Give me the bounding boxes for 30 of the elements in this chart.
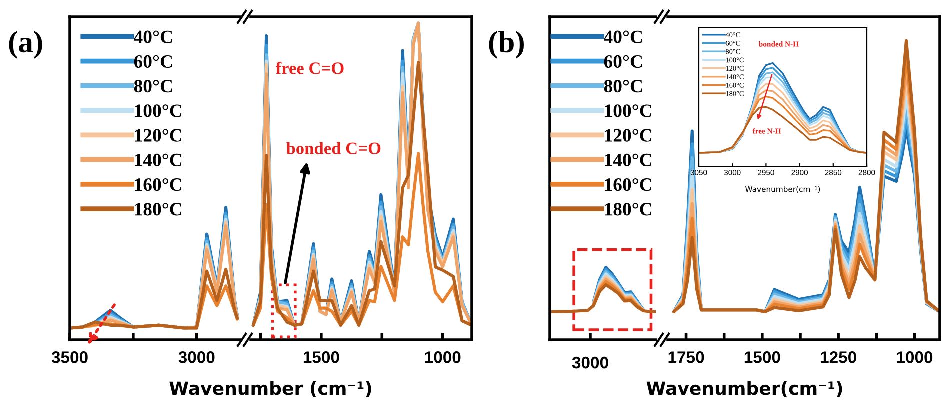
legend-label: 80°C <box>134 80 172 93</box>
x-tick-label: 1250 <box>821 352 856 364</box>
legend-label: 60°C <box>604 55 642 68</box>
legend-label: 160°C <box>605 178 652 192</box>
legend-label: 140°C <box>135 154 182 167</box>
x-tick-label: 1750 <box>668 352 704 364</box>
legend-label: 80°C <box>604 80 642 93</box>
x-tick-label: 3000 <box>178 352 215 364</box>
x-tick-label: 1500 <box>304 352 340 364</box>
annotation: bonded C=O <box>286 142 381 154</box>
legend-label: 40°C <box>134 30 172 44</box>
legend-label: 40°C <box>604 30 642 44</box>
x-tick-label: 1500 <box>744 352 780 364</box>
x-tick-label: 3500 <box>52 352 88 364</box>
legend-label: 60°C <box>134 55 172 68</box>
legend-label: 180°C <box>135 203 182 216</box>
x-tick-label: 1000 <box>897 352 933 364</box>
legend-label: 120°C <box>135 129 182 142</box>
legend-label: 100°C <box>135 104 182 118</box>
legend-label: 120°C <box>605 129 652 142</box>
x-axis-title: Wavenumber (cm⁻¹) <box>170 381 372 398</box>
legend-label: 100°C <box>605 104 652 118</box>
x-tick-label: 1000 <box>425 352 461 364</box>
legend-label: 140°C <box>605 154 652 167</box>
annotation: free C=O <box>276 62 344 74</box>
chart-title: (a) <box>9 31 42 59</box>
chart-title: (b) <box>489 31 524 59</box>
legend-label: 180°C <box>605 203 652 216</box>
legend-label: 160°C <box>135 178 182 192</box>
x-axis-title: Wavenumber(cm⁻¹) <box>646 381 842 398</box>
